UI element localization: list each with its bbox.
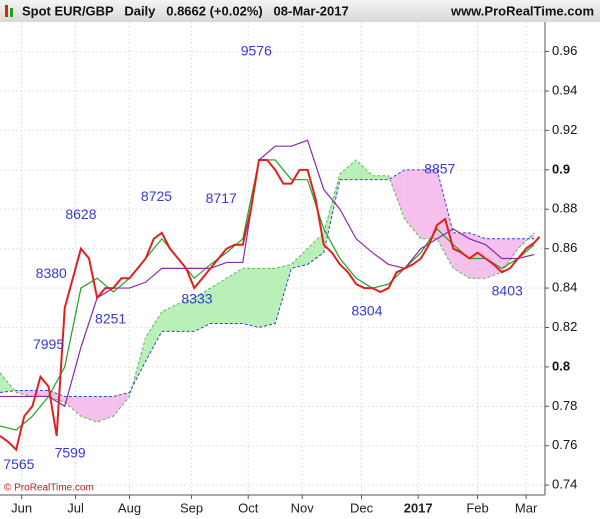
cloud-segment [518,232,535,249]
cloud-segment [210,278,227,324]
cloud-segment [485,238,502,279]
chart-title: Spot EUR/GBP Daily 0.8662 (+0.02%) 08-Ma… [22,3,349,18]
copyright: © ProRealTime.com [4,483,94,494]
y-tick-label: 0.84 [552,280,577,295]
senkou-span-a [0,159,535,423]
annotation: 8717 [206,190,237,206]
cloud-segment [420,169,438,239]
x-tick-label: Sep [180,500,203,515]
x-tick-label: Feb [466,500,488,515]
annotation: 8725 [141,188,172,204]
x-tick-label: Nov [291,500,315,515]
y-tick-label: 0.82 [552,319,577,334]
x-tick-label: Oct [238,500,259,515]
cloud-segment [113,392,130,417]
annotation: 8380 [36,265,67,281]
annotation: 8403 [492,283,523,299]
icon [10,8,13,17]
annotation: 8857 [424,161,455,177]
annotation: 9576 [241,42,272,58]
cloud-segment [501,238,519,273]
cloud-segment [80,396,98,423]
indicator-line [0,139,535,408]
annotation: 8304 [351,302,382,318]
cloud-segment [161,303,179,332]
cloud-segment [242,268,260,328]
cloud-segment [97,396,114,423]
y-tick-label: 0.74 [552,477,577,492]
x-tick-label: 2017 [404,500,433,515]
senkou-span-b [0,169,535,397]
cloud-segment [307,232,324,265]
y-tick-label: 0.8 [552,358,570,373]
icon [5,5,8,17]
x-tick-label: Aug [118,500,141,515]
x-tick-label: Mar [515,500,538,515]
annotation: 8628 [65,206,96,222]
y-tick-label: 0.78 [552,398,577,413]
cloud-segment [226,268,243,324]
y-tick-label: 0.92 [552,122,577,137]
cloud-segment [469,232,486,279]
cloud-segment [372,175,389,180]
header-bar [0,0,600,22]
y-tick-label: 0.9 [552,161,570,176]
x-tick-label: Jun [11,500,32,515]
cloud-segment [388,169,405,220]
price-line [0,158,541,452]
cloud-segment [48,390,65,403]
cloud-segment [194,288,211,332]
y-tick-label: 0.86 [552,240,577,255]
y-tick-label: 0.88 [552,201,577,216]
cloud-segment [291,248,308,269]
cloud-segment [356,159,373,180]
y-tick-label: 0.94 [552,82,577,97]
cloud-segment [64,396,81,417]
x-tick-label: Dec [350,500,374,515]
cloud-segment [339,159,357,180]
annotation: 7599 [55,444,86,460]
cloud-segment [453,232,470,279]
cloud-segment [404,169,421,239]
y-tick-label: 0.96 [552,43,577,58]
cloud-segment [145,311,162,361]
annotation: 7565 [3,456,34,472]
annotation: 8333 [181,291,212,307]
annotation: 7995 [33,336,64,352]
y-tick-label: 0.76 [552,437,577,452]
cloud-segment [259,268,276,328]
x-tick-label: Jul [67,500,84,515]
annotation: 8251 [95,310,126,326]
cloud-segment [178,297,195,332]
source: www.ProRealTime.com [450,3,594,18]
